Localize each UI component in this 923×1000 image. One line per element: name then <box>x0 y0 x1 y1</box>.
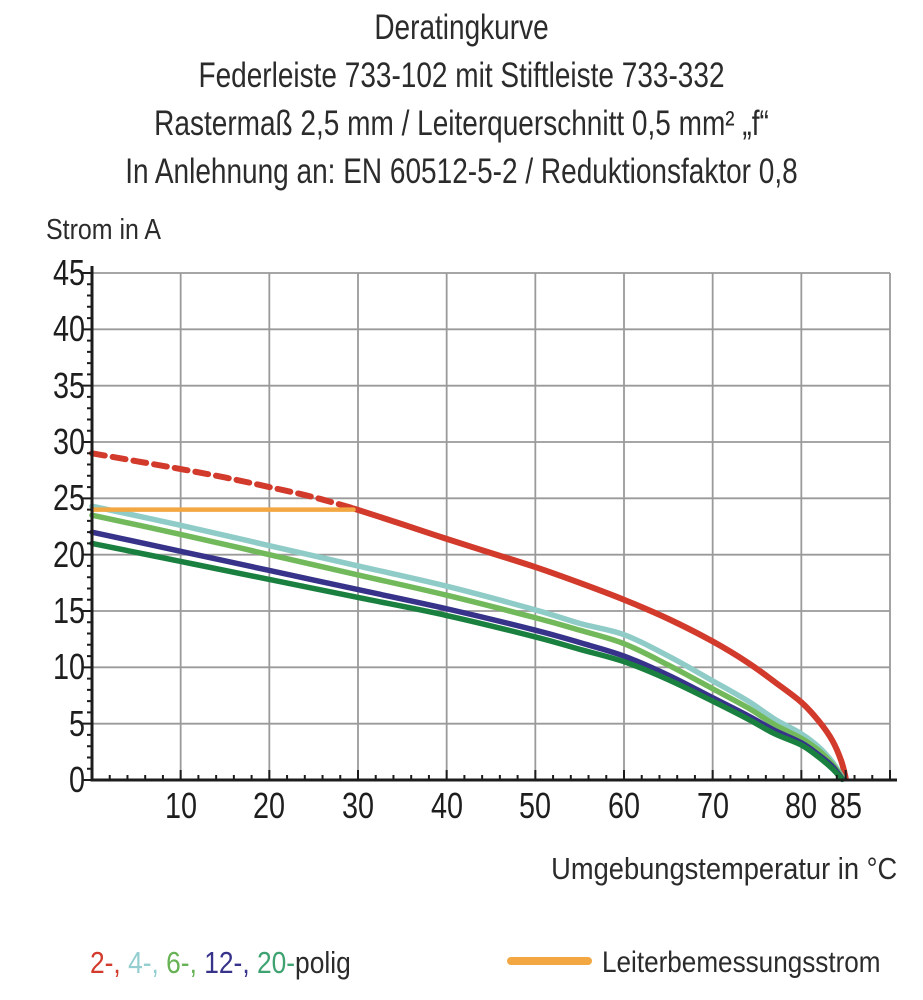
y-axis-title: Strom in A <box>46 214 162 246</box>
curve-2-polig <box>350 505 849 781</box>
y-tick-label-45: 45 <box>52 252 85 293</box>
y-tick-label-15: 15 <box>52 590 85 631</box>
legend-polig-suffix: polig <box>295 945 351 980</box>
legend-pole-item: 4-, <box>128 945 167 980</box>
chart-title: Deratingkurve <box>374 8 549 47</box>
axis-ticks <box>82 272 891 781</box>
legend-pole-item: 20- <box>256 945 296 980</box>
rated-current-line-swatch <box>507 957 592 965</box>
chart-subtitle-spec: Rastermaß 2,5 mm / Leiterquerschnitt 0,5… <box>154 104 769 143</box>
curve-20-polig <box>89 540 845 783</box>
x-tick-label-70: 70 <box>696 785 729 826</box>
legend-pole-item: 6-, <box>166 945 205 980</box>
y-tick-label-40: 40 <box>52 308 85 350</box>
legend-pole-item: 2-, <box>90 945 129 980</box>
chart-subtitle-parts: Federleiste 733-102 mit Stiftleiste 733-… <box>198 56 725 95</box>
title-block: Deratingkurve Federleiste 733-102 mit St… <box>0 4 923 196</box>
y-tick-label-25: 25 <box>52 477 85 519</box>
x-tick-label-40: 40 <box>430 785 463 826</box>
curve-4-polig <box>89 503 846 782</box>
x-tick-label-85: 85 <box>829 785 862 826</box>
y-tick-label-20: 20 <box>52 533 85 575</box>
x-tick-label-80: 80 <box>785 785 818 826</box>
x-tick-label-50: 50 <box>519 785 552 826</box>
x-tick-label-10: 10 <box>164 785 197 826</box>
curve-12-polig <box>89 529 845 782</box>
y-tick-label-30: 30 <box>52 421 85 462</box>
rated-current-legend-label: Leiterbemessungsstrom <box>602 946 881 979</box>
y-tick-label-0: 0 <box>68 759 85 800</box>
y-tick-label-10: 10 <box>52 646 85 688</box>
y-tick-label-35: 35 <box>52 364 85 406</box>
x-axis-title: Umgebungstemperatur in °C <box>550 851 897 886</box>
curve-6-polig <box>89 512 846 782</box>
x-tick-label-30: 30 <box>341 785 375 826</box>
legend-pole-counts: 2-, 4-, 6-, 12-, 20-polig <box>90 943 351 983</box>
legend-pole-item: 12-, <box>204 945 257 980</box>
x-tick-label-20: 20 <box>253 785 286 826</box>
x-tick-label-60: 60 <box>607 785 641 826</box>
chart-subtitle-norm: In Anlehnung an: EN 60512-5-2 / Reduktio… <box>125 152 798 191</box>
y-tick-label-5: 5 <box>68 702 85 744</box>
curve-2-polig <box>89 450 357 512</box>
